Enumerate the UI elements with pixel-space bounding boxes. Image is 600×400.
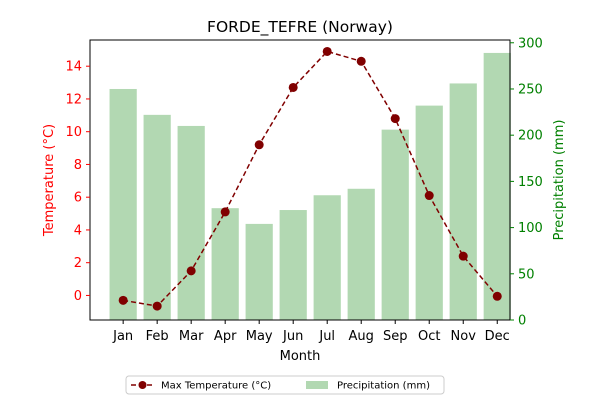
y-right-tick-label: 100: [518, 221, 543, 236]
x-tick-label-apr: Apr: [214, 329, 237, 344]
x-tick-label-oct: Oct: [418, 329, 440, 344]
temperature-point-jul: [322, 46, 332, 56]
temperature-line: [118, 46, 502, 311]
legend-bar-swatch: [306, 381, 328, 389]
y-axis-left-label: Temperature (°C): [42, 124, 57, 237]
x-tick-label-dec: Dec: [485, 329, 510, 344]
legend-line-marker: [138, 381, 147, 389]
precipitation-bar-jul: [313, 195, 341, 320]
precipitation-bar-sep: [381, 129, 409, 320]
precipitation-bar-apr: [211, 208, 239, 320]
precipitation-bar-dec: [483, 52, 511, 321]
x-tick-label-nov: Nov: [451, 329, 477, 344]
x-tick-label-jun: Jun: [282, 329, 303, 344]
temperature-point-jan: [118, 295, 128, 305]
legend-frame: [125, 375, 445, 395]
x-tick-label-sep: Sep: [383, 329, 408, 344]
y-right-tick-label: 200: [518, 129, 543, 144]
temperature-point-may: [254, 140, 264, 150]
temperature-point-mar: [186, 266, 196, 276]
x-tick-label-may: May: [246, 329, 273, 344]
temperature-point-dec: [492, 291, 502, 301]
axes: Jan Feb Mar Apr May Jun Jul Aug Sep Oct Nov Dec 0 2 4 6…: [65, 36, 542, 344]
y-right-tick-label: 0: [518, 314, 526, 329]
precipitation-bar-mar: [177, 125, 205, 320]
y-left-tick-label: 10: [65, 125, 82, 140]
legend-label-precipitation: Precipitation (mm): [337, 381, 430, 392]
temperature-point-apr: [220, 207, 230, 217]
temperature-point-jun: [288, 82, 298, 92]
x-tick-label-jan: Jan: [112, 329, 133, 344]
x-axis-label: Month: [280, 349, 321, 364]
x-tick-label-feb: Feb: [146, 329, 169, 344]
chart-title: FORDE_TEFRE (Norway): [207, 18, 393, 37]
y-right-tick-label: 150: [518, 175, 543, 190]
temperature-point-aug: [356, 56, 366, 66]
temperature-point-oct: [424, 191, 434, 201]
temperature-point-feb: [152, 301, 162, 311]
precipitation-bars: [109, 52, 511, 321]
y-left-tick-label: 2: [74, 256, 82, 271]
legend: Max Temperature (°C) Precipitation (mm): [125, 375, 445, 395]
y-left-tick-label: 12: [65, 92, 82, 107]
y-left-tick-label: 6: [74, 191, 82, 206]
precipitation-bar-jun: [279, 210, 307, 320]
y-right-tick-label: 250: [518, 82, 543, 97]
temperature-series-line: [123, 50, 498, 307]
x-tick-label-mar: Mar: [179, 329, 204, 344]
x-tick-label-aug: Aug: [349, 329, 374, 344]
precipitation-bar-may: [245, 223, 273, 320]
precipitation-bar-aug: [347, 188, 375, 320]
precipitation-bar-jan: [109, 88, 137, 320]
y-left-tick-label: 14: [65, 60, 82, 75]
y-axis-right-label: Precipitation (mm): [552, 120, 567, 241]
precipitation-bar-feb: [143, 114, 171, 320]
y-left-tick-label: 0: [74, 289, 82, 304]
legend-label-temperature: Max Temperature (°C): [161, 381, 271, 392]
y-left-tick-label: 8: [74, 158, 82, 173]
y-right-tick-label: 300: [518, 36, 543, 51]
temperature-point-nov: [458, 251, 468, 261]
temperature-point-sep: [390, 114, 400, 124]
y-left-tick-label: 4: [74, 223, 82, 238]
y-right-tick-label: 50: [518, 267, 535, 282]
plot-frame: [89, 39, 511, 321]
x-tick-label-jul: Jul: [318, 329, 335, 344]
precipitation-bar-nov: [449, 83, 477, 320]
